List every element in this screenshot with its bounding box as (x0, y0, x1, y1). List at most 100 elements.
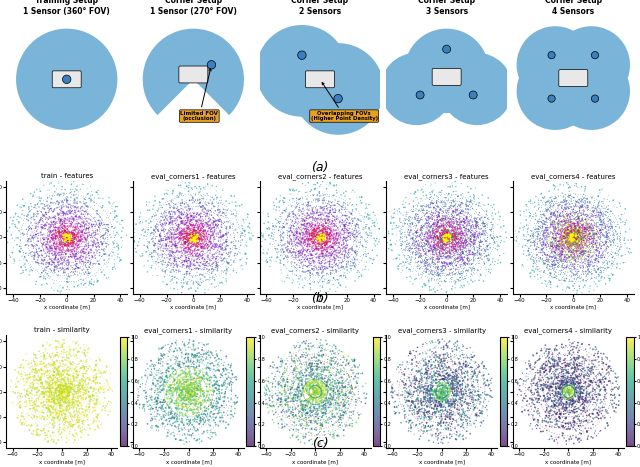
Point (541, 224, 551, 231)
Point (29, 243, 40, 250)
Point (561, 362, 571, 370)
Point (291, 248, 301, 256)
Point (28, 377, 38, 385)
Point (29, 421, 39, 429)
Point (45, 378, 55, 386)
Point (417, 364, 427, 372)
Point (325, 398, 335, 406)
Point (588, 246, 598, 254)
Point (441, 232, 451, 239)
Point (327, 240, 337, 247)
Point (531, 193, 541, 200)
Point (442, 235, 452, 242)
Point (453, 226, 463, 233)
Point (426, 383, 436, 390)
Point (458, 416, 468, 424)
Point (404, 389, 414, 397)
Point (540, 204, 550, 212)
Point (188, 234, 198, 241)
Point (74, 234, 84, 242)
Point (329, 341, 339, 349)
Point (184, 388, 194, 395)
Point (584, 391, 595, 399)
Point (450, 226, 460, 234)
Point (312, 209, 322, 217)
Point (189, 385, 199, 393)
Point (211, 374, 221, 381)
Point (61, 234, 72, 241)
Point (578, 204, 588, 211)
Point (92, 227, 102, 234)
Point (438, 241, 448, 248)
Point (35, 366, 45, 373)
Point (221, 255, 231, 263)
Point (442, 234, 452, 241)
Point (579, 224, 589, 231)
Point (163, 235, 173, 243)
Point (79, 195, 90, 203)
Point (98, 374, 108, 382)
Point (61, 386, 72, 393)
Point (168, 240, 178, 248)
Point (559, 198, 570, 205)
Point (47, 409, 57, 416)
Point (310, 259, 321, 266)
Point (198, 222, 208, 229)
Point (24, 388, 34, 395)
Point (54, 224, 64, 231)
Point (570, 222, 580, 229)
Point (313, 233, 323, 241)
Point (95, 234, 106, 241)
Point (221, 275, 231, 283)
Point (569, 239, 579, 247)
Point (559, 384, 570, 391)
Point (76, 433, 86, 441)
Point (63, 246, 74, 253)
Point (62, 234, 72, 241)
Point (579, 218, 589, 225)
Point (177, 190, 187, 198)
Point (605, 386, 616, 394)
Point (328, 387, 339, 395)
Point (435, 369, 445, 377)
Point (14, 392, 24, 400)
Point (317, 284, 328, 291)
Point (570, 224, 580, 232)
Point (412, 217, 422, 224)
Point (154, 365, 164, 372)
Point (68, 372, 78, 379)
Point (455, 396, 465, 403)
Point (584, 219, 594, 227)
Point (608, 238, 618, 245)
Point (362, 236, 372, 243)
Point (555, 182, 565, 189)
Point (186, 221, 196, 229)
Point (312, 236, 322, 243)
Point (593, 233, 603, 240)
Point (186, 394, 196, 401)
Point (218, 366, 228, 373)
Point (408, 234, 418, 241)
Point (172, 389, 182, 396)
Point (193, 229, 203, 237)
Point (539, 380, 549, 388)
Point (431, 241, 441, 249)
Point (337, 205, 347, 213)
Point (586, 257, 596, 265)
Point (532, 407, 542, 415)
Point (47, 377, 58, 384)
Point (349, 357, 359, 365)
Point (308, 378, 319, 385)
Point (81, 238, 92, 245)
Point (321, 264, 332, 272)
Point (304, 397, 314, 404)
Point (79, 226, 89, 234)
Point (63, 233, 74, 240)
Point (175, 391, 185, 398)
Point (63, 237, 73, 244)
Point (558, 257, 568, 264)
Point (494, 243, 504, 250)
Point (301, 228, 312, 235)
Point (570, 231, 580, 238)
Point (281, 203, 291, 211)
